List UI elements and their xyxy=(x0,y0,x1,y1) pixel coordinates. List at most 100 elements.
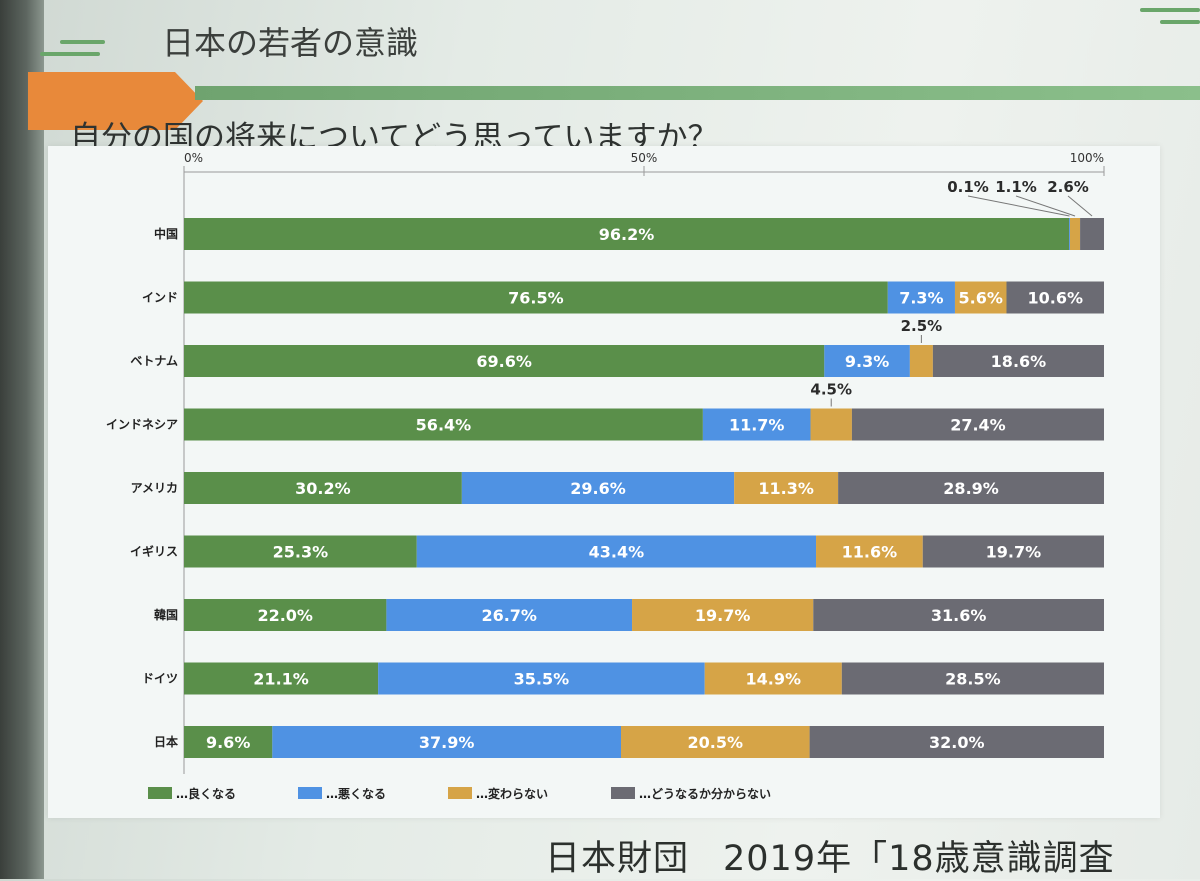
data-label: 9.3% xyxy=(845,352,889,371)
bar-segment xyxy=(734,472,839,504)
data-label: 5.6% xyxy=(959,289,1003,308)
category-label: ベトナム xyxy=(130,354,178,368)
legend-label: …悪くなる xyxy=(326,787,386,801)
data-label: 19.7% xyxy=(695,606,751,625)
data-label: 21.1% xyxy=(253,670,309,689)
chart-panel: 0% 50% 100% 中国 96.2% 0.1% 1.1% 2.6% インド 76.5% 7.3%… xyxy=(48,146,1160,818)
bar-segment xyxy=(1069,218,1070,250)
callout-leader xyxy=(1015,195,1076,217)
legend-label: …良くなる xyxy=(176,786,236,801)
decorative-line xyxy=(40,52,100,56)
category-label: アメリカ xyxy=(131,481,178,495)
data-label: 96.2% xyxy=(599,225,655,244)
bar-segment xyxy=(184,345,825,377)
bar-segment xyxy=(184,408,703,441)
data-label: 9.6% xyxy=(206,733,250,752)
bar-segment xyxy=(378,662,705,695)
data-label: 56.4% xyxy=(416,416,472,435)
bar-segment xyxy=(704,662,842,695)
category-label: インドネシア xyxy=(106,418,178,432)
bar-segment xyxy=(813,599,1104,631)
bar-segment xyxy=(184,535,417,568)
bar-segment xyxy=(621,726,810,758)
data-label-callout: 0.1% xyxy=(947,178,989,196)
x-axis-tick-label: 50% xyxy=(631,151,658,165)
category-label: 中国 xyxy=(154,226,178,241)
bar-segment xyxy=(887,281,955,314)
data-label: 19.7% xyxy=(986,543,1042,562)
bar-segment xyxy=(824,345,910,377)
data-label: 11.6% xyxy=(842,543,898,562)
bar-segment xyxy=(816,535,923,568)
data-label: 35.5% xyxy=(514,670,570,689)
data-label: 28.5% xyxy=(945,670,1001,689)
left-edge-shadow xyxy=(0,0,44,879)
bar-segment xyxy=(702,408,811,441)
bar-segment xyxy=(416,535,817,568)
slide-title: 日本の若者の意識 xyxy=(162,24,419,62)
bar-segment xyxy=(810,408,852,441)
bar-segment xyxy=(184,662,379,695)
legend-label: …どうなるか分からない xyxy=(639,786,771,801)
decorative-line xyxy=(60,40,105,44)
data-label: 32.0% xyxy=(929,733,985,752)
callout-leader xyxy=(967,195,1070,217)
data-label-callout: 2.6% xyxy=(1047,178,1089,196)
bar-segment xyxy=(461,472,735,504)
bar-segment xyxy=(954,281,1007,314)
data-label: 26.7% xyxy=(481,606,537,625)
legend-label: …変わらない xyxy=(476,786,548,801)
bar-segment xyxy=(841,662,1104,695)
bar-segment xyxy=(1006,281,1104,314)
legend-swatch xyxy=(298,787,322,799)
data-label: 22.0% xyxy=(257,606,313,625)
bar-segment xyxy=(184,599,387,631)
x-axis-tick-label: 0% xyxy=(184,151,203,165)
bar-segment xyxy=(851,408,1104,441)
footer-organization: 日本財団 xyxy=(545,839,690,879)
data-label: 69.6% xyxy=(476,352,532,371)
bar-segment xyxy=(632,599,814,631)
data-label: 7.3% xyxy=(899,289,943,308)
stacked-bar-chart: 0% 50% 100% 中国 96.2% 0.1% 1.1% 2.6% インド 76.5% 7.3%… xyxy=(106,151,1105,801)
decorative-line xyxy=(1160,20,1200,24)
legend-swatch xyxy=(611,787,635,799)
data-label: 25.3% xyxy=(273,543,329,562)
data-label: 43.4% xyxy=(589,543,645,562)
legend-swatch xyxy=(148,787,172,799)
data-label: 30.2% xyxy=(295,479,351,498)
data-label: 27.4% xyxy=(950,416,1006,435)
category-label: 日本 xyxy=(154,734,178,749)
bar-segment xyxy=(386,599,633,631)
bar-segment xyxy=(909,345,933,377)
x-axis-tick-label: 100% xyxy=(1070,151,1104,165)
bar-segment xyxy=(809,726,1104,758)
bar-segment xyxy=(184,726,273,758)
bar-segment xyxy=(932,345,1104,377)
bar-segment xyxy=(838,472,1104,504)
category-label: 韓国 xyxy=(154,607,178,622)
bar-segment xyxy=(1080,218,1104,250)
decorative-line xyxy=(1140,8,1200,12)
category-label: イギリス xyxy=(130,544,178,559)
legend-swatch xyxy=(448,787,472,799)
data-label: 37.9% xyxy=(419,733,475,752)
bar-segment xyxy=(1069,218,1081,250)
data-label: 11.3% xyxy=(758,479,814,498)
data-label-callout: 4.5% xyxy=(810,381,852,399)
bar-segment xyxy=(184,281,888,314)
footer: 日本財団 2019年「18歳意識調査 xyxy=(545,830,1149,881)
data-label-callout: 1.1% xyxy=(995,178,1037,196)
category-label: インド xyxy=(142,291,178,305)
data-label-callout: 2.5% xyxy=(901,317,943,335)
title-underline-bar xyxy=(195,86,1200,100)
data-label: 14.9% xyxy=(746,670,802,689)
orange-arrow-tab xyxy=(28,72,203,130)
bar-segment xyxy=(184,472,462,504)
data-label: 31.6% xyxy=(931,606,987,625)
data-label: 18.6% xyxy=(991,352,1047,371)
category-label: ドイツ xyxy=(142,672,178,686)
bar-segment xyxy=(922,535,1104,568)
data-label: 20.5% xyxy=(688,733,744,752)
data-label: 29.6% xyxy=(570,479,626,498)
